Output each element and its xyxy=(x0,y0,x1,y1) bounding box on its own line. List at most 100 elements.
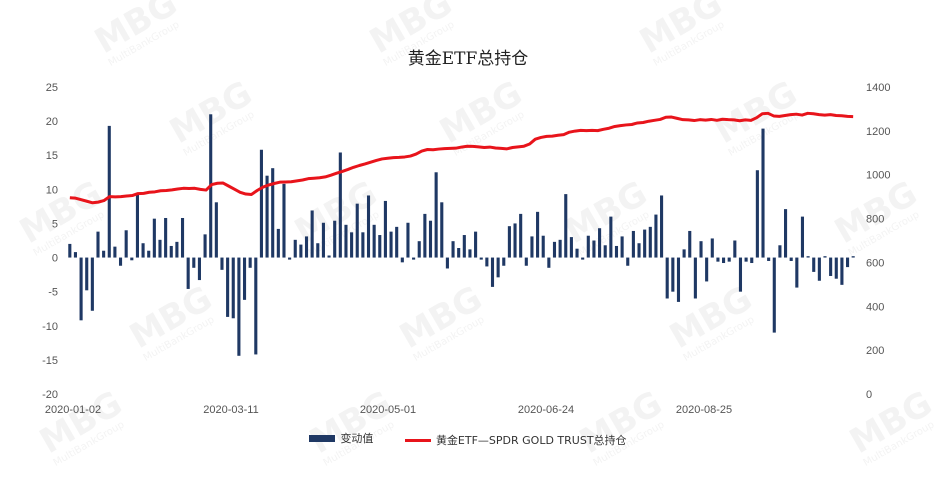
left-tick-label: -20 xyxy=(42,389,58,401)
bar xyxy=(507,226,511,258)
bar xyxy=(344,224,348,258)
bar xyxy=(643,229,647,258)
bar xyxy=(327,255,331,258)
bar xyxy=(237,257,241,356)
bar xyxy=(96,231,100,258)
legend-swatch-line xyxy=(404,438,431,442)
bar xyxy=(169,245,173,258)
bar xyxy=(412,257,416,260)
bar xyxy=(85,257,89,291)
bar xyxy=(598,228,602,258)
bar xyxy=(479,257,483,260)
bar xyxy=(637,243,641,258)
bar xyxy=(68,243,72,258)
bar xyxy=(536,211,540,258)
bar xyxy=(73,252,77,258)
bar xyxy=(485,257,489,267)
bar xyxy=(733,240,737,258)
bar xyxy=(671,257,675,292)
bar xyxy=(682,249,686,258)
bar xyxy=(316,243,320,258)
right-tick-label: 400 xyxy=(866,301,884,313)
bar xyxy=(519,213,523,258)
bar xyxy=(789,257,793,261)
bar xyxy=(276,228,280,258)
bar xyxy=(395,226,399,258)
bar xyxy=(400,257,404,263)
bar xyxy=(502,257,506,266)
right-tick-label: 1000 xyxy=(866,170,890,182)
legend-label-bars: 变动值 xyxy=(340,432,374,445)
left-tick-label: 25 xyxy=(46,82,58,94)
bar xyxy=(840,257,844,285)
bar xyxy=(299,244,303,258)
bar xyxy=(118,257,123,266)
right-tick-label: 1200 xyxy=(866,126,890,138)
bar xyxy=(710,238,714,258)
bar xyxy=(141,243,145,258)
bar xyxy=(440,202,444,258)
legend-item-line: 黄金ETF—SPDR GOLD TRUST总持仓 xyxy=(404,432,627,448)
bar xyxy=(586,235,590,258)
bar xyxy=(676,257,681,302)
bar xyxy=(660,195,664,258)
bar xyxy=(693,257,697,299)
bar xyxy=(575,248,579,258)
bar xyxy=(614,245,619,258)
bar xyxy=(231,257,235,319)
bar xyxy=(722,257,726,264)
bar xyxy=(806,256,810,258)
bar xyxy=(124,230,128,258)
bar xyxy=(727,257,731,262)
bar xyxy=(282,183,286,258)
bar xyxy=(350,232,354,258)
line-series-gold-holdings xyxy=(69,111,854,205)
bar xyxy=(417,241,421,258)
bar xyxy=(462,235,466,258)
right-tick-label: 0 xyxy=(866,389,872,401)
left-tick-label: 15 xyxy=(46,150,58,162)
bar xyxy=(288,257,292,260)
bar xyxy=(767,257,771,261)
bar xyxy=(569,237,573,258)
bar xyxy=(778,245,782,258)
bar xyxy=(220,257,224,270)
bar xyxy=(457,248,461,258)
bar xyxy=(321,222,325,258)
right-tick-label: 1400 xyxy=(866,82,890,94)
bar xyxy=(552,241,557,258)
bar xyxy=(428,220,433,258)
bar xyxy=(795,257,799,288)
bar xyxy=(772,257,776,333)
bar xyxy=(383,200,387,258)
bar xyxy=(90,257,94,311)
bar xyxy=(834,257,838,279)
bar xyxy=(355,203,359,258)
bar xyxy=(823,256,827,258)
left-tick-label: -10 xyxy=(42,321,58,333)
right-tick-label: 600 xyxy=(866,257,884,269)
bar xyxy=(338,152,342,258)
bar xyxy=(846,257,850,268)
bar xyxy=(490,257,495,287)
x-tick-label: 2020-01-02 xyxy=(45,404,101,416)
legend-label-line: 黄金ETF—SPDR GOLD TRUST总持仓 xyxy=(435,434,627,447)
bar xyxy=(333,220,337,258)
bar xyxy=(310,210,314,258)
bar xyxy=(152,218,156,258)
bar xyxy=(107,125,111,258)
right-tick-label: 200 xyxy=(866,345,884,357)
chart-legend: 变动值 黄金ETF—SPDR GOLD TRUST总持仓 xyxy=(0,430,936,448)
bar xyxy=(654,214,658,258)
bar xyxy=(592,240,596,258)
bar xyxy=(761,128,765,258)
bar xyxy=(445,257,449,269)
bar xyxy=(254,257,258,355)
bar xyxy=(164,217,168,258)
bar xyxy=(361,232,365,258)
bar xyxy=(248,257,252,268)
bar xyxy=(609,216,613,258)
bar xyxy=(226,257,230,317)
right-tick-label: 800 xyxy=(866,214,884,226)
